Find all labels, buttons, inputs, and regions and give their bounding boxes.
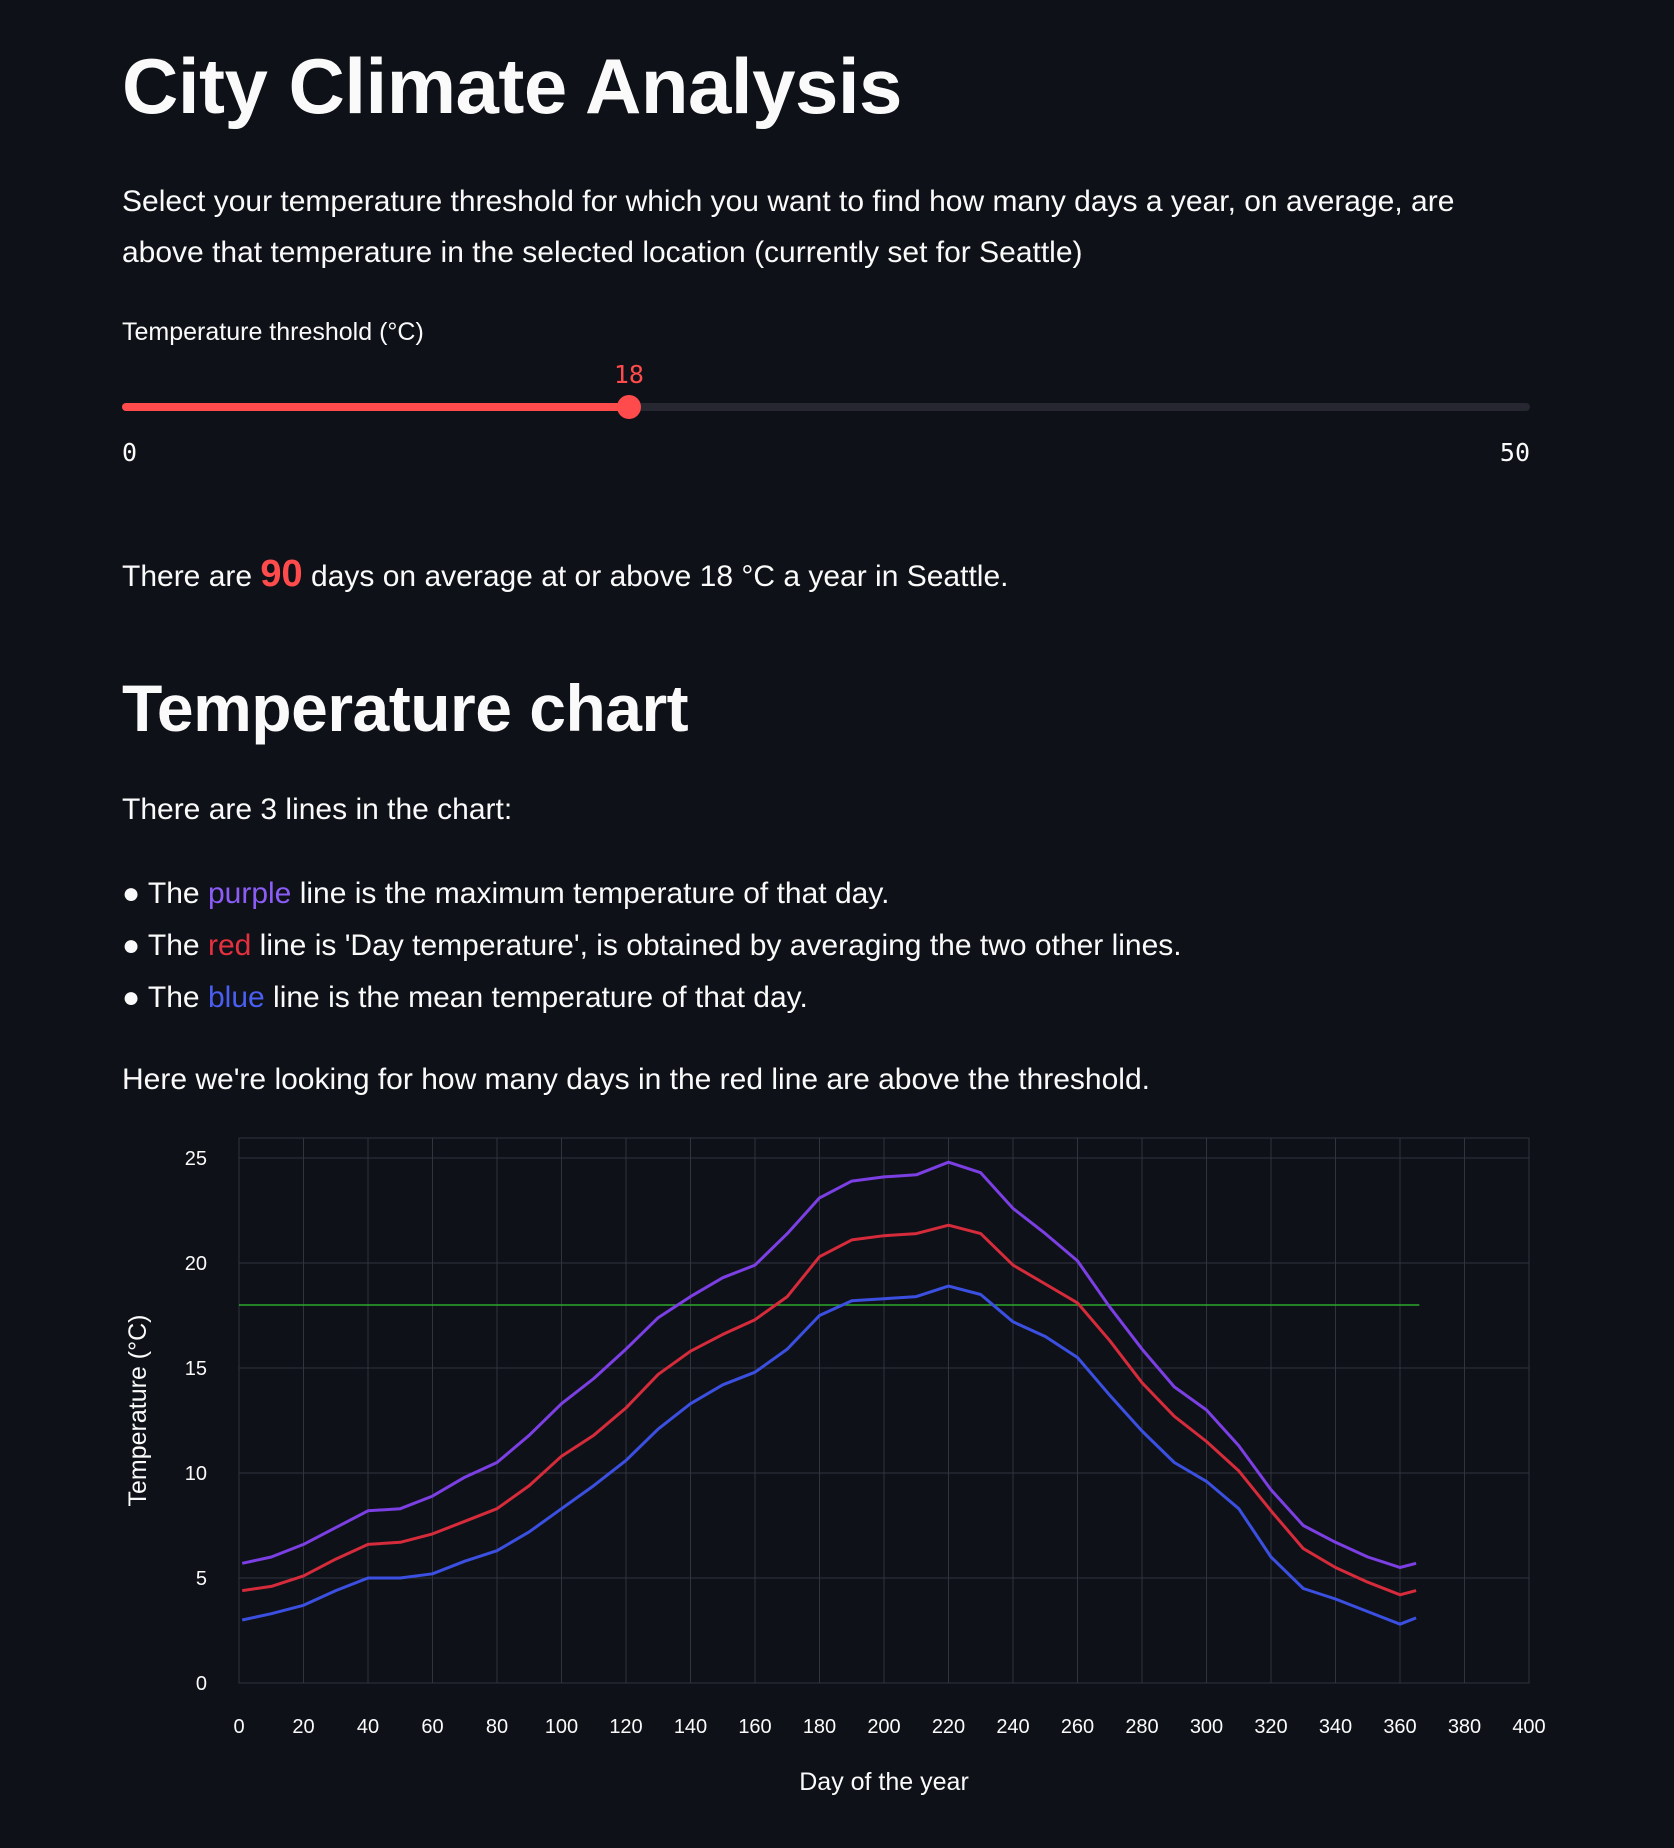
x-tick-label: 400 xyxy=(1512,1716,1545,1738)
result-count: 90 xyxy=(260,553,303,595)
intro-text: Select your temperature threshold for wh… xyxy=(122,185,1455,269)
x-tick-label: 200 xyxy=(867,1716,900,1738)
x-tick-label: 340 xyxy=(1319,1716,1352,1738)
purple-word: purple xyxy=(207,877,292,910)
y-tick-label: 20 xyxy=(185,1253,207,1275)
x-tick-label: 300 xyxy=(1190,1716,1223,1738)
x-tick-label: 260 xyxy=(1061,1716,1094,1738)
x-axis-title: Day of the year xyxy=(799,1768,969,1796)
bullet-dot: ● xyxy=(122,929,141,962)
x-tick-label: 100 xyxy=(545,1716,578,1738)
bullet-post: line is 'Day temperature', is obtained b… xyxy=(259,929,1182,962)
bullet-dot: ● xyxy=(122,981,141,1014)
list-item: ● The purple line is the maximum tempera… xyxy=(122,868,1182,920)
lines-intro: There are 3 lines in the chart: xyxy=(122,793,513,826)
y-axis-title: Temperature (°C) xyxy=(124,1315,152,1507)
slider-min-label: 0 xyxy=(122,438,138,467)
x-tick-label: 360 xyxy=(1383,1716,1416,1738)
red-word: red xyxy=(207,929,252,962)
series-line-2 xyxy=(241,1284,1417,1626)
bullet-post: line is the mean temperature of that day… xyxy=(273,981,808,1014)
x-tick-label: 40 xyxy=(357,1716,379,1738)
temperature-slider[interactable] xyxy=(122,395,1530,419)
x-tick-label: 180 xyxy=(803,1716,836,1738)
y-tick-label: 25 xyxy=(185,1148,207,1170)
x-tick-label: 320 xyxy=(1254,1716,1287,1738)
x-tick-label: 380 xyxy=(1448,1716,1481,1738)
result-text: There are 90 days on average at or above… xyxy=(122,548,1008,603)
result-prefix: There are xyxy=(122,560,253,593)
x-tick-label: 60 xyxy=(421,1716,443,1738)
legend-list: ● The purple line is the maximum tempera… xyxy=(122,868,1182,1024)
bullet-pre: The xyxy=(147,877,200,910)
x-tick-label: 20 xyxy=(292,1716,314,1738)
x-tick-label: 120 xyxy=(609,1716,642,1738)
bullet-post: line is the maximum temperature of that … xyxy=(299,877,890,910)
x-tick-label: 80 xyxy=(486,1716,508,1738)
slider-value: 18 xyxy=(613,360,644,389)
list-item: ● The red line is 'Day temperature', is … xyxy=(122,920,1182,972)
slider-fill xyxy=(122,403,629,411)
threshold-note: Here we're looking for how many days in … xyxy=(122,1063,1150,1096)
series-line-0 xyxy=(241,1160,1417,1569)
x-tick-label: 220 xyxy=(932,1716,965,1738)
x-tick-label: 160 xyxy=(738,1716,771,1738)
x-tick-label: 280 xyxy=(1125,1716,1158,1738)
list-item: ● The blue line is the mean temperature … xyxy=(122,972,1182,1024)
page-title: City Climate Analysis xyxy=(122,42,902,130)
bullet-pre: The xyxy=(147,929,200,962)
bullet-dot: ● xyxy=(122,877,141,910)
slider-max-label: 50 xyxy=(1499,438,1530,467)
y-tick-label: 10 xyxy=(185,1463,207,1485)
temperature-chart: 0 20 40 60 80 100 120 140 160 180 200 220 240 260 280 3… xyxy=(124,1137,1546,1796)
bullet-pre: The xyxy=(147,981,200,1014)
result-suffix: days on average at or above 18 °C a year… xyxy=(311,560,1009,593)
blue-word: blue xyxy=(207,981,265,1014)
y-tick-label: 5 xyxy=(196,1568,207,1590)
y-tick-label: 15 xyxy=(185,1358,207,1380)
series-line-1 xyxy=(241,1223,1417,1597)
y-tick-label: 0 xyxy=(196,1673,207,1695)
x-tick-label: 240 xyxy=(996,1716,1029,1738)
slider-thumb[interactable] xyxy=(616,395,641,419)
chart-heading: Temperature chart xyxy=(122,671,689,745)
x-tick-label: 0 xyxy=(233,1716,244,1738)
slider-label: Temperature threshold (°C) xyxy=(122,318,424,346)
x-tick-label: 140 xyxy=(674,1716,707,1738)
